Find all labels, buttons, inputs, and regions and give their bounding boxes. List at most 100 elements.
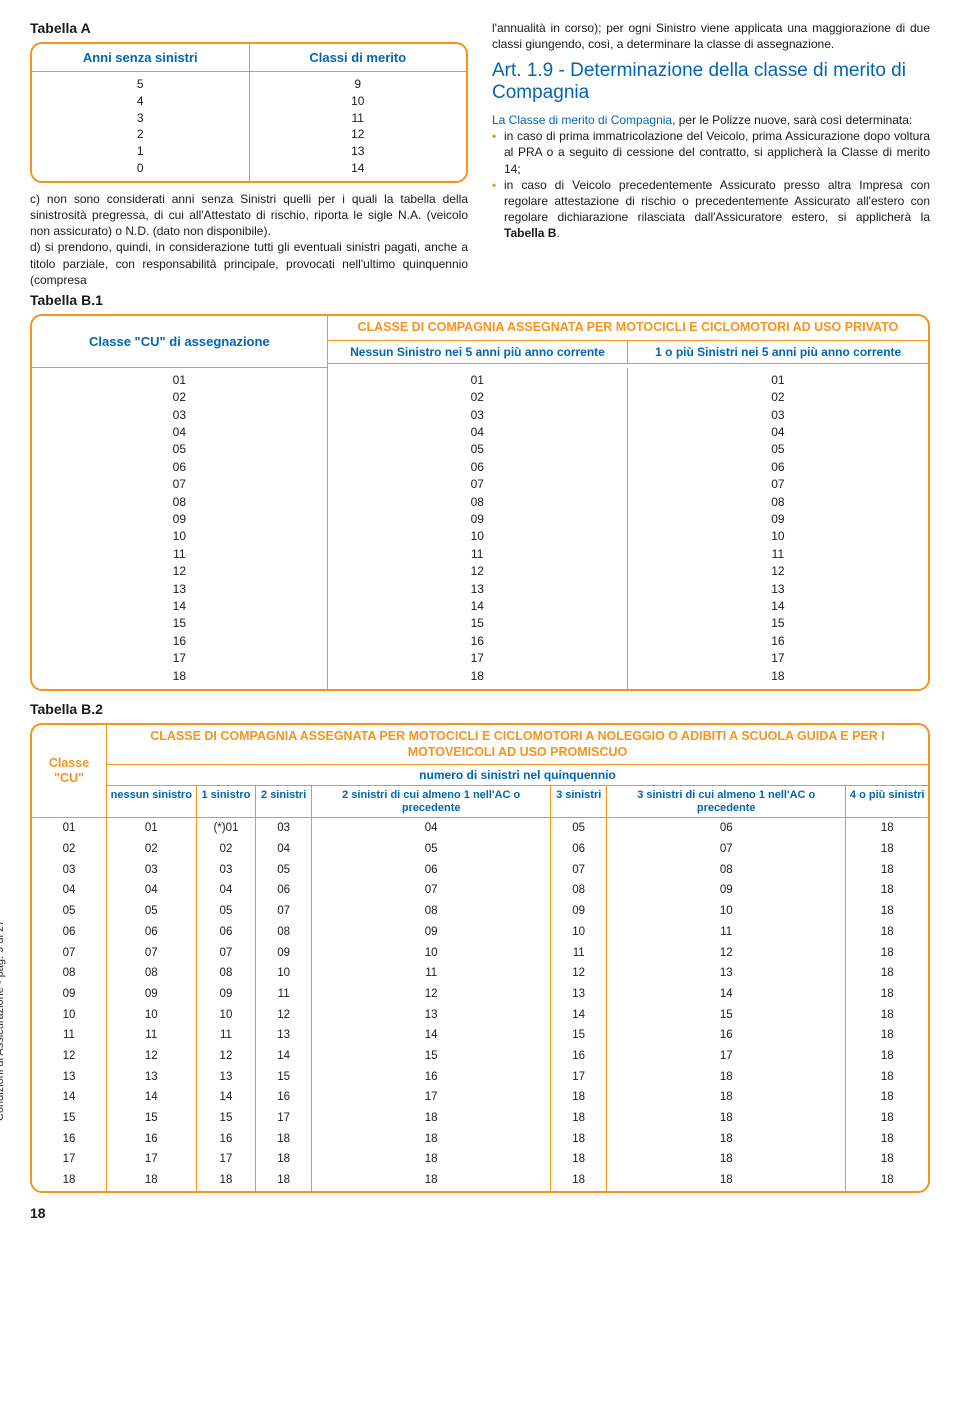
b2-cell: 07 xyxy=(107,943,197,964)
article-lead-blue: La Classe di merito di Compagnia xyxy=(492,113,672,127)
b2-cell: 07 xyxy=(196,943,256,964)
b2-cell: 18 xyxy=(256,1129,312,1150)
article-lead-rest: , per le Polizze nuove, sarà così determ… xyxy=(672,113,912,127)
b2-cell: 11 xyxy=(32,1025,107,1046)
b2-cell: 18 xyxy=(551,1087,607,1108)
b2-cell: 04 xyxy=(256,839,312,860)
b2-cell: 18 xyxy=(606,1149,845,1170)
tabella-b2: Classe "CU" CLASSE DI COMPAGNIA ASSEGNAT… xyxy=(30,723,930,1193)
tabella-a-h1: Anni senza sinistri xyxy=(32,44,250,72)
b2-cell: 13 xyxy=(32,1067,107,1088)
b2-cell: 16 xyxy=(196,1129,256,1150)
b2-cell: 18 xyxy=(311,1170,550,1191)
b2-cell: 05 xyxy=(32,901,107,922)
b2-cell: 18 xyxy=(846,880,928,901)
b2-cell: 05 xyxy=(256,860,312,881)
b1-sub1: Nessun Sinistro nei 5 anni più anno corr… xyxy=(328,341,629,364)
b2-cell: 17 xyxy=(311,1087,550,1108)
b2-cell: 09 xyxy=(32,984,107,1005)
b2-cell: 15 xyxy=(196,1108,256,1129)
b2-cell: 11 xyxy=(311,963,550,984)
b2-cell: 17 xyxy=(256,1108,312,1129)
b2-cell: 18 xyxy=(606,1170,845,1191)
b2-cell: 11 xyxy=(196,1025,256,1046)
b2-cell: 07 xyxy=(256,901,312,922)
b2-cell: 18 xyxy=(606,1108,845,1129)
b2-cell: 18 xyxy=(256,1170,312,1191)
b2-title-row: CLASSE DI COMPAGNIA ASSEGNATA PER MOTOCI… xyxy=(107,725,929,765)
b2-cell: 18 xyxy=(311,1149,550,1170)
page-number: 18 xyxy=(30,1205,930,1221)
b2-cell: 18 xyxy=(846,901,928,922)
b2-cell: 18 xyxy=(846,1005,928,1026)
b2-cell: 18 xyxy=(846,943,928,964)
b2-cell: 05 xyxy=(196,901,256,922)
b2-cell: 09 xyxy=(256,943,312,964)
tabella-a-title: Tabella A xyxy=(30,20,468,36)
b2-cell: 13 xyxy=(256,1025,312,1046)
article-title: Art. 1.9 - Determinazione della classe d… xyxy=(492,60,930,104)
b2-cell: 07 xyxy=(32,943,107,964)
b1-col2: 01 02 03 04 05 06 07 08 09 10 11 12 13 1… xyxy=(328,368,628,689)
b2-cell: 08 xyxy=(551,880,607,901)
b2-cell: 18 xyxy=(846,1108,928,1129)
b2-h6: 4 o più sinistri xyxy=(846,786,928,818)
b2-cell: 03 xyxy=(107,860,197,881)
b2-cell: 12 xyxy=(311,984,550,1005)
b2-cell: 18 xyxy=(107,1170,197,1191)
b2-cell: 10 xyxy=(107,1005,197,1026)
b2-cell: 17 xyxy=(107,1149,197,1170)
b2-cell: 15 xyxy=(32,1108,107,1129)
b2-cell: 18 xyxy=(311,1129,550,1150)
tabella-a-h2: Classi di merito xyxy=(250,44,467,72)
b2-cell: 12 xyxy=(32,1046,107,1067)
b2-cell: 01 xyxy=(32,818,107,839)
b2-h2: 2 sinistri xyxy=(256,786,312,818)
b2-h4: 3 sinistri xyxy=(551,786,607,818)
b2-cell: 02 xyxy=(32,839,107,860)
b2-cell: 17 xyxy=(551,1067,607,1088)
b2-cell: 15 xyxy=(256,1067,312,1088)
bullet-2b: Tabella B xyxy=(504,226,556,240)
b2-cell: 09 xyxy=(551,901,607,922)
b2-cell: 18 xyxy=(606,1067,845,1088)
b2-cell: 18 xyxy=(846,1129,928,1150)
b2-cell: 10 xyxy=(196,1005,256,1026)
b2-cell: 18 xyxy=(846,860,928,881)
b2-cell: 03 xyxy=(196,860,256,881)
b1-title-row: CLASSE DI COMPAGNIA ASSEGNATA PER MOTOCI… xyxy=(328,316,928,341)
b2-cell: 18 xyxy=(846,1170,928,1191)
b2-cell: 16 xyxy=(311,1067,550,1088)
b2-cell: 14 xyxy=(32,1087,107,1108)
b2-cell: 18 xyxy=(606,1087,845,1108)
b2-cell: 08 xyxy=(256,922,312,943)
b2-cell: 06 xyxy=(32,922,107,943)
b2-cell: 08 xyxy=(311,901,550,922)
tabella-b1-title: Tabella B.1 xyxy=(30,292,930,308)
b2-cell: 04 xyxy=(107,880,197,901)
b2-cell: 18 xyxy=(846,1067,928,1088)
b2-cell: 06 xyxy=(196,922,256,943)
b2-cell: 06 xyxy=(551,839,607,860)
b2-cell: 03 xyxy=(256,818,312,839)
b2-cell: 13 xyxy=(107,1067,197,1088)
b2-cell: 13 xyxy=(606,963,845,984)
b2-cell: 16 xyxy=(606,1025,845,1046)
b2-cell: 06 xyxy=(107,922,197,943)
b2-cell: 05 xyxy=(107,901,197,922)
bullet-1: in caso di prima immatricolazione del Ve… xyxy=(492,128,930,177)
b2-cell: 12 xyxy=(256,1005,312,1026)
b2-cell: 04 xyxy=(196,880,256,901)
b2-cell: 11 xyxy=(551,943,607,964)
b2-cell: 17 xyxy=(196,1149,256,1170)
left-paragraph: c) non sono considerati anni senza Sinis… xyxy=(30,191,468,288)
b2-cell: 18 xyxy=(551,1108,607,1129)
b2-cell: 11 xyxy=(107,1025,197,1046)
b2-cell: 16 xyxy=(256,1087,312,1108)
right-intro: l'annualità in corso); per ogni Sinistro… xyxy=(492,20,930,52)
b2-cell: 13 xyxy=(311,1005,550,1026)
b2-h5: 3 sinistri di cui almeno 1 nell'AC o pre… xyxy=(606,786,845,818)
b2-cell: 16 xyxy=(107,1129,197,1150)
b2-cell: 08 xyxy=(606,860,845,881)
b2-cell: 09 xyxy=(107,984,197,1005)
